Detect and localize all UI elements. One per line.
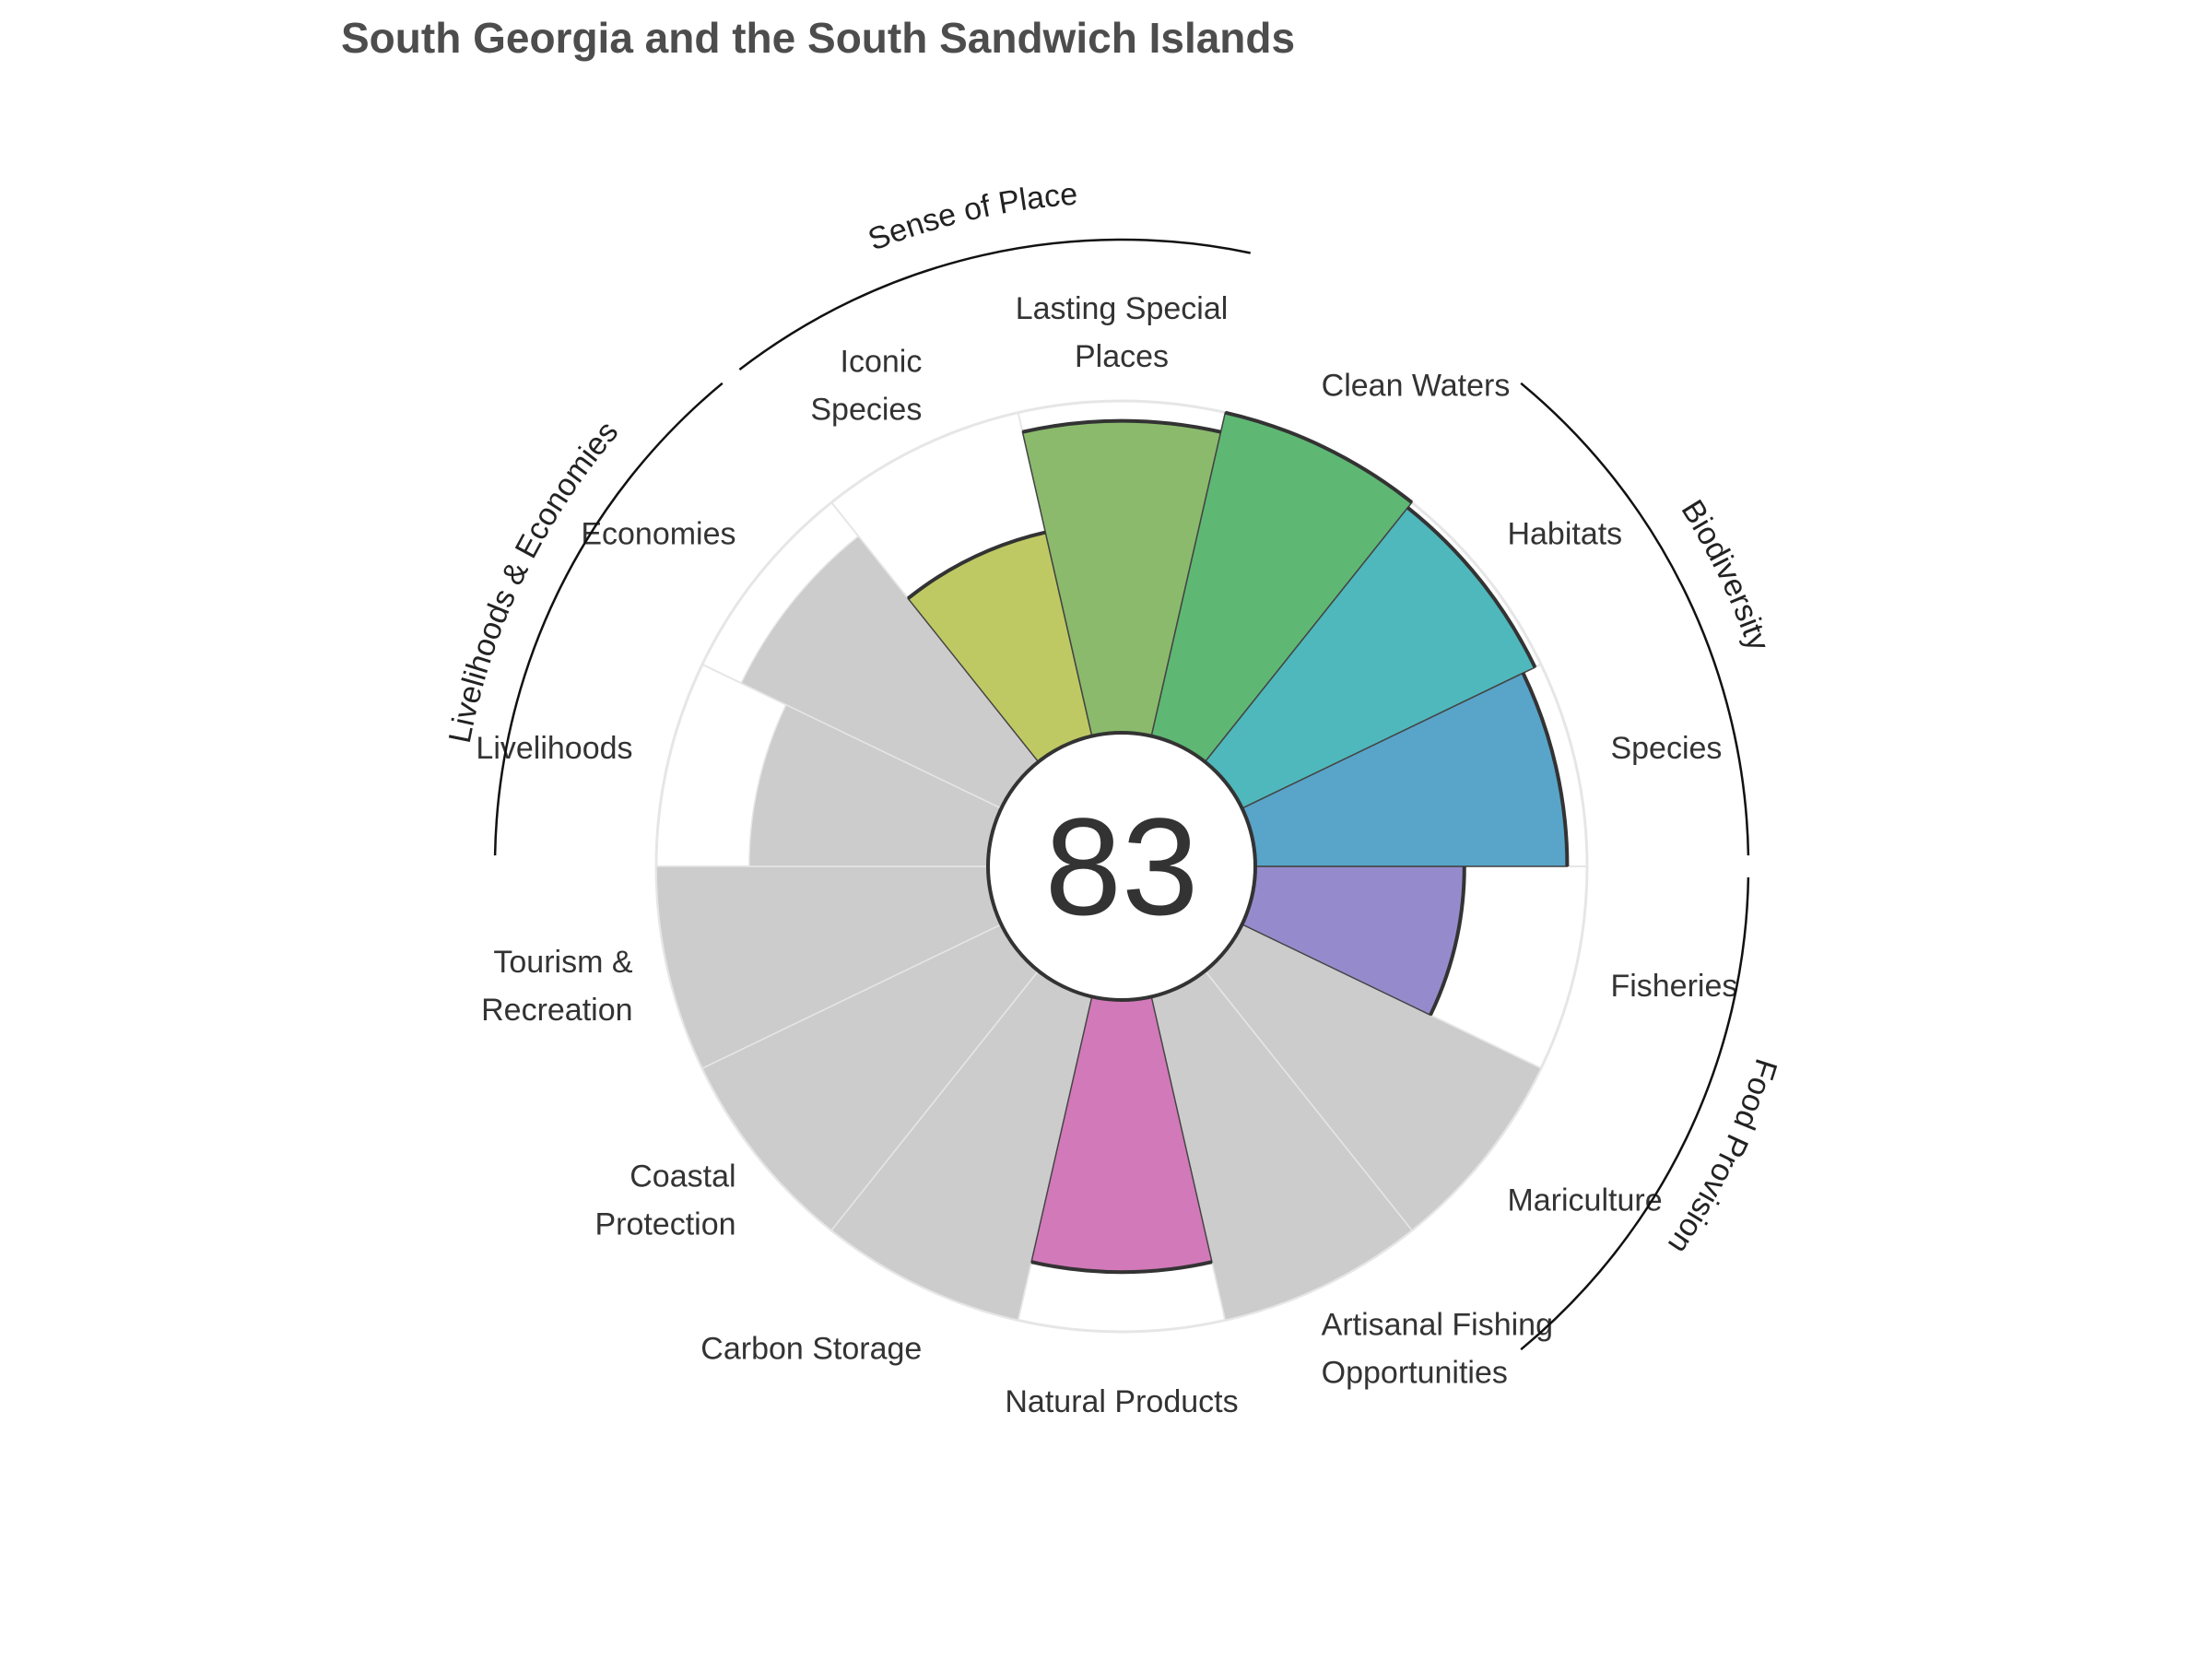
goal-label-artisanal-fishing: Artisanal Fishing (1322, 1308, 1553, 1343)
goal-label-lasting-special-places: Places (1075, 339, 1169, 374)
center-score: 83 (1045, 789, 1199, 944)
petal-arc-species (1521, 672, 1570, 867)
goal-label-iconic-species: Species (810, 392, 922, 427)
goal-label-clean-waters: Clean Waters (1322, 368, 1511, 403)
goal-label-natural-products: Natural Products (1005, 1384, 1238, 1419)
petal-arc-clean-waters (1224, 410, 1414, 504)
petal-arc-habitats (1406, 506, 1537, 668)
group-arc-food-provision (1520, 877, 1750, 1351)
petal-arc-lasting-special-places (1021, 418, 1222, 434)
goal-label-tourism-recreation: Recreation (481, 993, 632, 1028)
group-arc-sense-of-place (738, 238, 1251, 371)
group-arc-livelihoods-economies (493, 382, 724, 856)
group-label-livelihoods-economies: Livelihoods & Economies (442, 415, 626, 747)
group-label-sense-of-place: Sense of Place (864, 177, 1079, 258)
goal-label-iconic-species: Iconic (841, 344, 923, 379)
goal-label-coastal-protection: Coastal (629, 1159, 735, 1194)
goal-label-carbon-storage: Carbon Storage (700, 1332, 922, 1367)
goal-label-fisheries: Fisheries (1610, 969, 1737, 1004)
goal-label-coastal-protection: Protection (594, 1207, 735, 1242)
goal-label-livelihoods: Livelihoods (476, 731, 632, 766)
goal-label-species: Species (1610, 731, 1722, 766)
petal-arc-fisheries (1429, 865, 1466, 1017)
group-label-biodiversity: Biodiversity (1675, 494, 1776, 655)
goal-label-artisanal-fishing: Opportunities (1322, 1356, 1508, 1391)
center-circle (986, 731, 1257, 1002)
goal-label-lasting-special-places: Lasting Special (1016, 291, 1229, 326)
goal-label-habitats: Habitats (1507, 516, 1622, 551)
group-label-food-provision: Food Provision (1661, 1054, 1783, 1260)
goal-label-economies: Economies (581, 516, 735, 551)
goal-label-tourism-recreation: Tourism & (493, 945, 632, 980)
petal-arc-natural-products (1030, 1260, 1213, 1275)
group-arc-biodiversity (1520, 382, 1750, 856)
chart-title: South Georgia and the South Sandwich Isl… (341, 14, 1296, 62)
goal-label-mariculture: Mariculture (1507, 1183, 1662, 1218)
petal-arc-iconic-species (906, 530, 1046, 600)
